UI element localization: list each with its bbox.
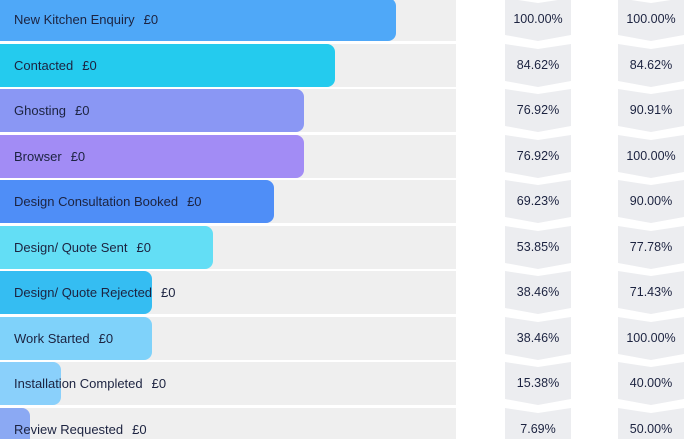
stage-name: Design/ Quote Sent [14, 240, 128, 255]
stage-bar-track: Contacted £0 [0, 44, 456, 87]
stage-label[interactable]: Review Requested £0 [14, 408, 147, 439]
stage-bar-track: Installation Completed £0 [0, 362, 456, 405]
stage-amount: £0 [136, 240, 151, 255]
stage-bar-fill [0, 408, 30, 439]
stage-label[interactable]: Work Started £0 [14, 317, 113, 360]
stage-bar-track: Review Requested £0 [0, 408, 456, 439]
overall-conversion-pct: 69.23% [505, 180, 571, 223]
stage-bar-fill [0, 362, 61, 405]
overall-conversion-pct: 76.92% [505, 135, 571, 178]
step-conversion-pct: 100.00% [618, 317, 684, 360]
stage-bar-fill [0, 317, 152, 360]
stage-label[interactable]: New Kitchen Enquiry £0 [14, 0, 158, 41]
stage-bar-fill [0, 180, 274, 223]
funnel-stage-row[interactable]: Review Requested £0 7.69% 50.00% [0, 408, 684, 439]
step-conversion-pct: 90.91% [618, 89, 684, 132]
stage-label[interactable]: Contacted £0 [14, 44, 97, 87]
overall-conversion-pct: 38.46% [505, 271, 571, 314]
overall-conversion-pct: 100.00% [505, 0, 571, 41]
overall-conversion-pct: 53.85% [505, 226, 571, 269]
step-conversion-pct: 77.78% [618, 226, 684, 269]
stage-label[interactable]: Design Consultation Booked £0 [14, 180, 202, 223]
stage-label[interactable]: Browser £0 [14, 135, 85, 178]
overall-conversion-pct: 7.69% [505, 408, 571, 439]
stage-amount: £0 [75, 103, 90, 118]
stage-name: Contacted [14, 58, 74, 73]
stage-name: Design/ Quote Rejected [14, 285, 153, 300]
stage-amount: £0 [70, 149, 86, 164]
stage-bar-fill [0, 44, 335, 87]
funnel-stage-row[interactable]: Browser £0 76.92% 100.00% [0, 135, 684, 178]
stage-bar-fill [0, 226, 213, 269]
stage-name: Ghosting [14, 103, 67, 118]
stage-name: Installation Completed [14, 376, 143, 391]
step-conversion-pct: 50.00% [618, 408, 684, 439]
stage-amount: £0 [143, 12, 159, 27]
overall-conversion-pct: 38.46% [505, 317, 571, 360]
stage-name: Work Started [14, 331, 90, 346]
stage-bar-fill [0, 271, 152, 314]
overall-conversion-pct: 84.62% [505, 44, 571, 87]
step-conversion-pct: 40.00% [618, 362, 684, 405]
stage-bar-fill [0, 89, 304, 132]
stage-bar-track: Browser £0 [0, 135, 456, 178]
funnel-stage-row[interactable]: Ghosting £0 76.92% 90.91% [0, 89, 684, 132]
stage-name: Review Requested [14, 422, 124, 437]
funnel-stage-row[interactable]: Work Started £0 38.46% 100.00% [0, 317, 684, 360]
stage-amount: £0 [187, 194, 202, 209]
funnel-stage-row[interactable]: Design Consultation Booked £0 69.23% 90.00% [0, 180, 684, 223]
stage-amount: £0 [132, 422, 147, 437]
funnel-stage-row[interactable]: Installation Completed £0 15.38% 40.00% [0, 362, 684, 405]
stage-label[interactable]: Installation Completed £0 [14, 362, 166, 405]
funnel-stage-row[interactable]: Design/ Quote Rejected £0 38.46% 71.43% [0, 271, 684, 314]
stage-name: New Kitchen Enquiry [14, 12, 135, 27]
stage-bar-fill [0, 0, 396, 41]
stage-bar-track: Design/ Quote Sent £0 [0, 226, 456, 269]
stage-name: Browser [14, 149, 62, 164]
stage-amount: £0 [98, 331, 114, 346]
overall-conversion-pct: 76.92% [505, 89, 571, 132]
stage-bar-track: Design/ Quote Rejected £0 [0, 271, 456, 314]
step-conversion-pct: 90.00% [618, 180, 684, 223]
funnel-stage-row[interactable]: New Kitchen Enquiry £0 100.00% 100.00% [0, 0, 684, 41]
step-conversion-pct: 84.62% [618, 44, 684, 87]
funnel-stage-row[interactable]: Design/ Quote Sent £0 53.85% 77.78% [0, 226, 684, 269]
funnel-stage-row[interactable]: Contacted £0 84.62% 84.62% [0, 44, 684, 87]
stage-bar-track: New Kitchen Enquiry £0 [0, 0, 456, 41]
stage-bar-track: Design Consultation Booked £0 [0, 180, 456, 223]
overall-conversion-pct: 15.38% [505, 362, 571, 405]
stage-label[interactable]: Ghosting £0 [14, 89, 90, 132]
stage-name: Design Consultation Booked [14, 194, 179, 209]
stage-label[interactable]: Design/ Quote Sent £0 [14, 226, 151, 269]
step-conversion-pct: 71.43% [618, 271, 684, 314]
stage-amount: £0 [82, 58, 97, 73]
step-conversion-pct: 100.00% [618, 0, 684, 41]
stage-bar-fill [0, 135, 304, 178]
stage-amount: £0 [161, 285, 176, 300]
stage-amount: £0 [151, 376, 167, 391]
stage-bar-track: Work Started £0 [0, 317, 456, 360]
step-conversion-pct: 100.00% [618, 135, 684, 178]
stage-bar-track: Ghosting £0 [0, 89, 456, 132]
stage-label[interactable]: Design/ Quote Rejected £0 [14, 271, 176, 314]
